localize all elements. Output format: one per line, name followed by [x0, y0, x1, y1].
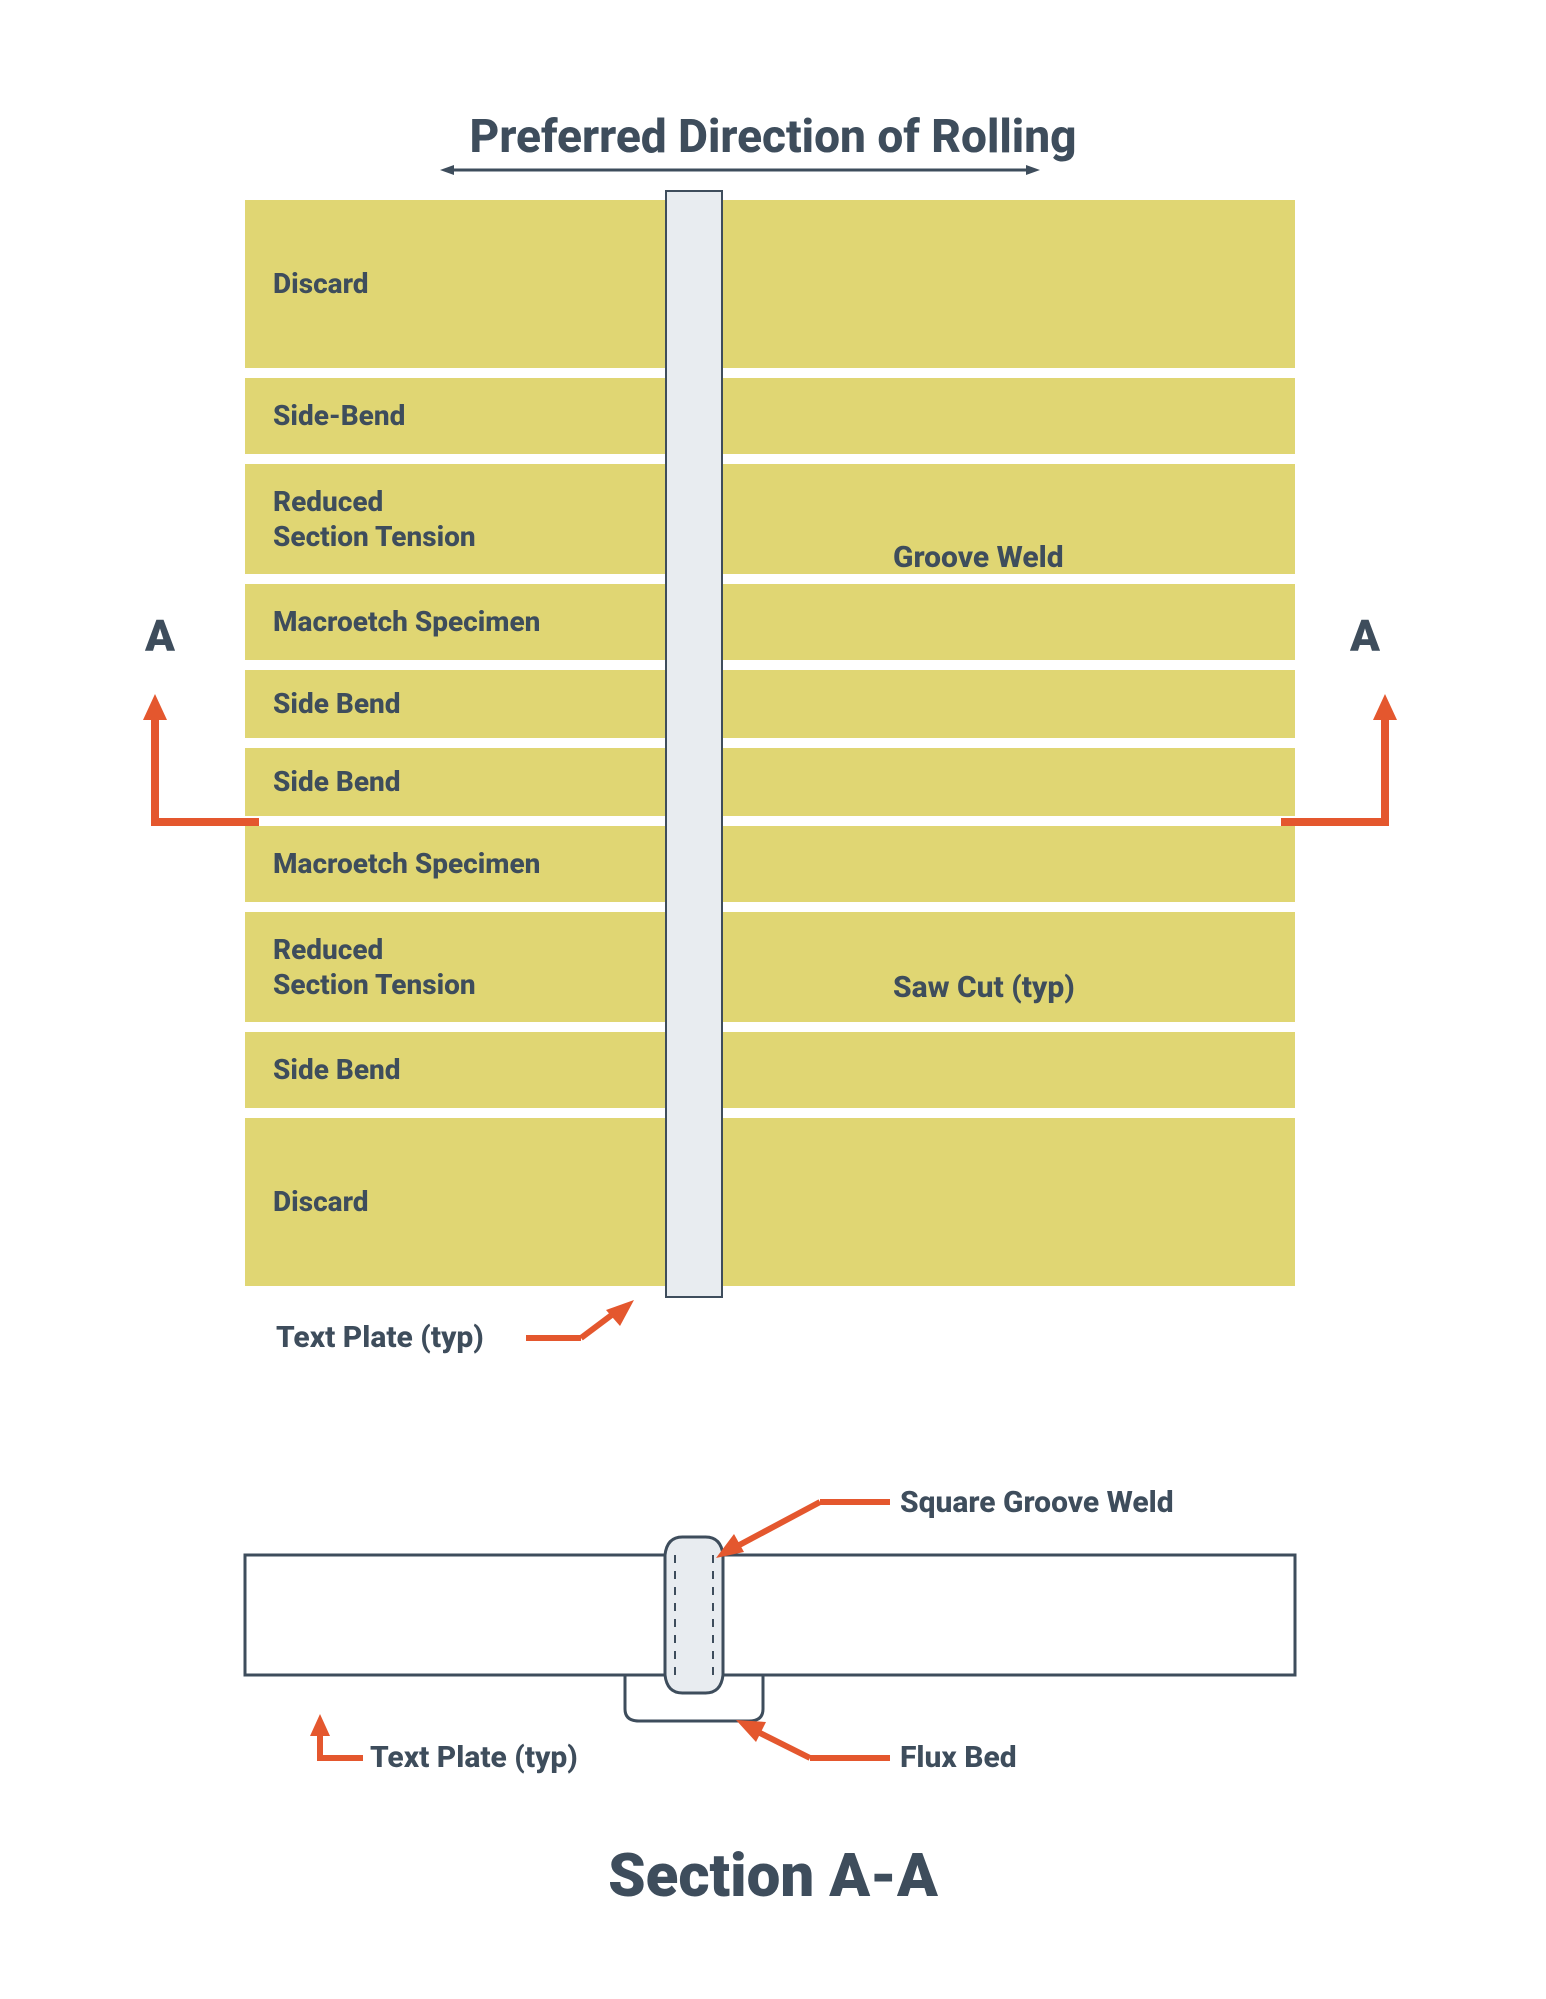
plate-row-label: Macroetch Specimen: [273, 608, 540, 636]
section-aa-title: Section A-A: [608, 1840, 938, 1911]
flux-bed-label: Flux Bed: [900, 1740, 1017, 1775]
test-plate-stack: Discard Side-Bend ReducedSection Tension Ma…: [245, 200, 1295, 1286]
square-groove-weld-label: Square Groove Weld: [900, 1485, 1174, 1520]
groove-weld-strip: [665, 190, 723, 1298]
plate-row: Side-Bend: [245, 378, 1295, 454]
text-plate-callout-arrow-top: [526, 1300, 656, 1360]
flux-bed-arrow: [710, 1710, 910, 1790]
text-plate-callout-arrow-bottom: [300, 1710, 380, 1780]
diagram-title: Preferred Direction of Rolling: [470, 110, 1077, 164]
plate-row-label: Macroetch Specimen: [273, 850, 540, 878]
section-marker-arrow-right: [1265, 692, 1405, 842]
text-plate-callout-top: Text Plate (typ): [276, 1320, 484, 1355]
plate-right-label: Groove Weld: [893, 540, 1064, 575]
plate-row: Macroetch Specimen: [245, 584, 1295, 660]
plate-row: Discard: [245, 1118, 1295, 1286]
plate-row: Side Bend: [245, 748, 1295, 816]
section-marker-a-right: A: [1350, 610, 1380, 662]
plate-row-label: Side-Bend: [273, 402, 405, 430]
plate-row-label: Side Bend: [273, 768, 401, 796]
plate-row-label: Side Bend: [273, 1056, 401, 1084]
section-marker-arrow-left: [135, 692, 275, 842]
plate-row-label: Discard: [273, 270, 369, 298]
plate-row: Macroetch Specimen: [245, 826, 1295, 902]
plate-row-label: ReducedSection Tension: [273, 932, 476, 1002]
plate-right-label: Saw Cut (typ): [893, 970, 1075, 1005]
rolling-direction-arrow: [440, 163, 1040, 177]
plate-row-label: Side Bend: [273, 690, 401, 718]
plate-row: Side Bend: [245, 1032, 1295, 1108]
plate-row: Side Bend: [245, 670, 1295, 738]
plate-row: Discard: [245, 200, 1295, 368]
plate-row-label: Discard: [273, 1188, 369, 1216]
square-groove-weld-arrow: [700, 1490, 920, 1580]
section-marker-a-left: A: [145, 610, 175, 662]
plate-row: ReducedSection Tension: [245, 464, 1295, 574]
plate-row-label: ReducedSection Tension: [273, 484, 476, 554]
plate-row: ReducedSection Tension: [245, 912, 1295, 1022]
text-plate-callout-bottom: Text Plate (typ): [370, 1740, 578, 1775]
